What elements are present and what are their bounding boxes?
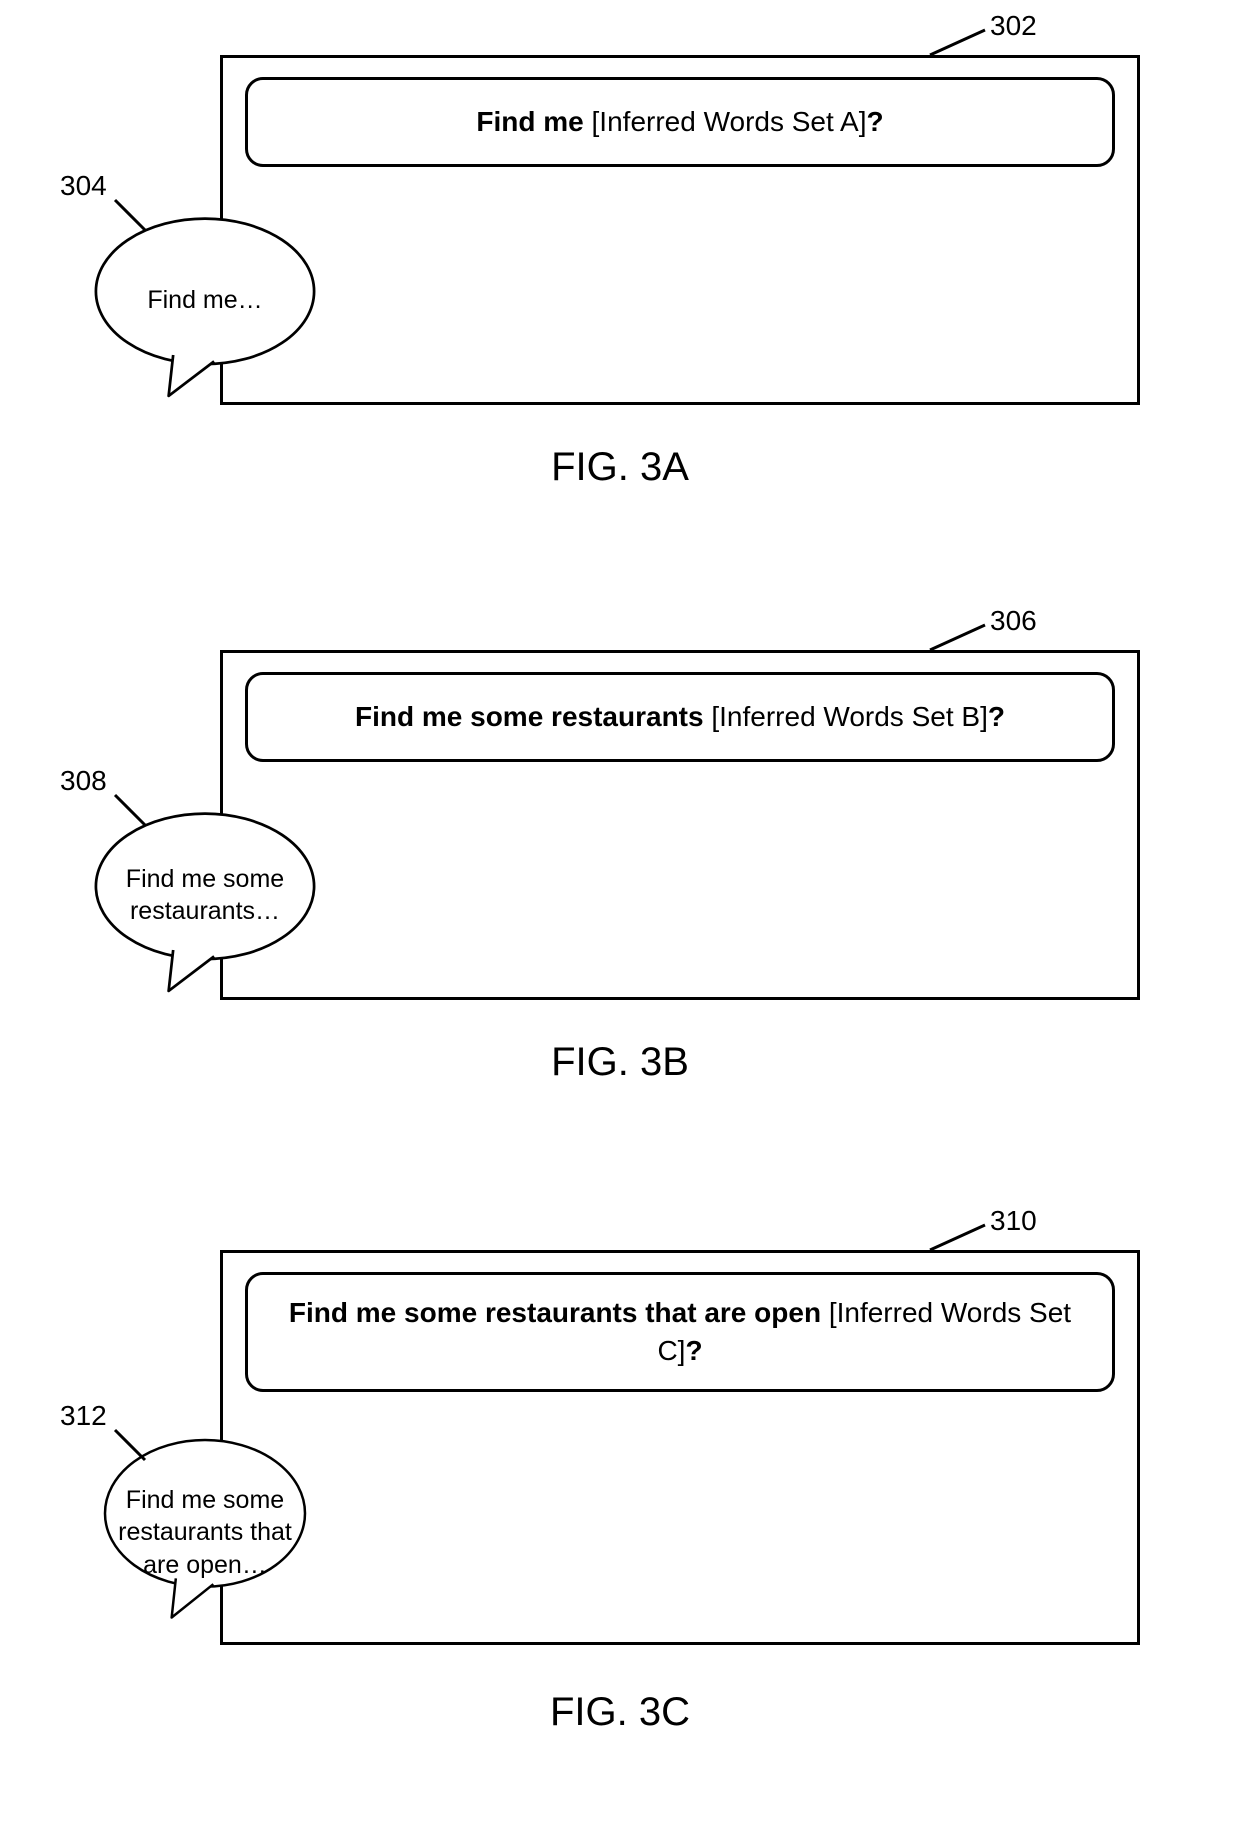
diagram-canvas: Find me [Inferred Words Set A]? 302 Find… xyxy=(0,0,1240,1848)
leader-312 xyxy=(0,0,1240,1848)
ref-label-312: 312 xyxy=(60,1400,107,1432)
caption-3c: FIG. 3C xyxy=(0,1690,1240,1735)
